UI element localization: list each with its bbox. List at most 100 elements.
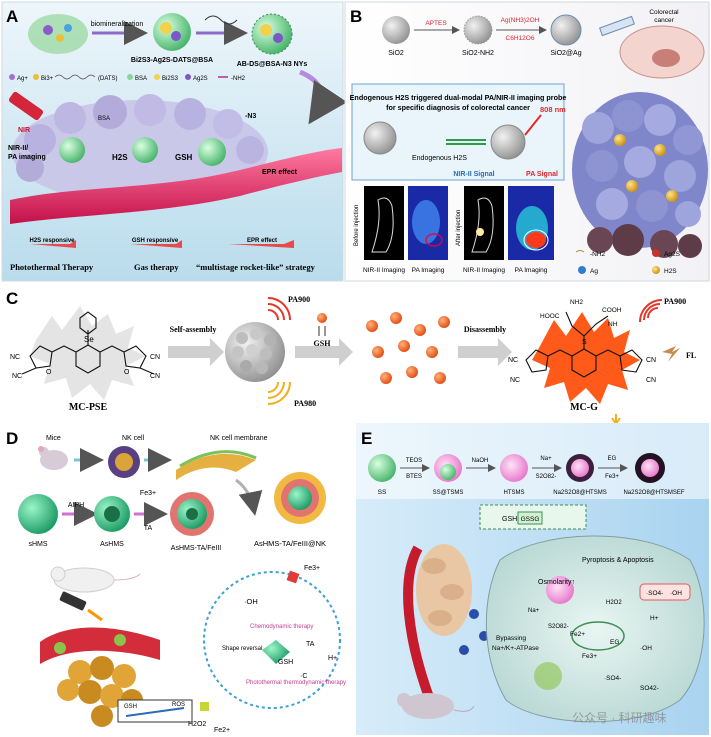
d-laser xyxy=(59,591,87,611)
a-legend-ag: Ag+ xyxy=(17,76,28,82)
c-mc-pse-structure xyxy=(21,311,155,375)
c-pa980-wave-1 xyxy=(267,381,291,405)
c-fl-label: FL xyxy=(686,351,696,360)
c-nc2-left-label: NC xyxy=(508,357,518,364)
d-mice-label: Mice xyxy=(46,435,61,442)
e-oh2-label: ·OH xyxy=(640,645,652,652)
d-fe2-label: Fe2+ xyxy=(214,727,230,734)
c-arrow-gsh xyxy=(295,338,353,366)
e-so4b-label: ·SO4- xyxy=(604,675,621,682)
c-starburst-right xyxy=(532,312,640,404)
e-hplus-label: H+ xyxy=(650,615,659,622)
c-pa900b-label: PA900 xyxy=(664,297,686,306)
a-legend: Ag+ Bi3+ (DATS) BSA Bi2S3 Ag2S -NH2 xyxy=(9,74,246,82)
c-hooc-label: HOOC xyxy=(540,313,560,320)
d-fe3-label: Fe3+ xyxy=(140,490,156,497)
d-shms-particle xyxy=(18,494,58,534)
b-endo-label: Endogenous H2S xyxy=(412,155,467,162)
e-so4-label: ·SO4- xyxy=(646,590,663,597)
d-oh-label: ·OH xyxy=(244,597,258,606)
e-bypass-label: Bypassing xyxy=(496,635,526,642)
b-tumor-tissue xyxy=(572,92,708,258)
d-ashms-label: AsHMS xyxy=(100,541,124,548)
c-pa980a-label: PA980 xyxy=(294,399,316,408)
b-img2-label: PA Imaging xyxy=(412,267,445,274)
e-tumor xyxy=(416,544,472,636)
e-s2o8-label: S2O82- xyxy=(536,474,557,480)
panel-d: D Mice NK cell NK cell membrane sHMS AIP… xyxy=(2,423,354,735)
a-epr-label: EPR effect xyxy=(262,169,298,176)
b-syringe xyxy=(599,15,635,37)
b-s2-label: SiO2-NH2 xyxy=(462,50,494,57)
d-shms-label: sHMS xyxy=(28,541,47,548)
c-released-balls xyxy=(366,312,450,384)
a-laser xyxy=(8,91,44,121)
b-wave-label: 808 nm xyxy=(540,105,566,114)
e-fe3-label: Fe3+ xyxy=(605,474,619,480)
c-gsh-bead xyxy=(317,313,327,323)
e-p2-label: HTSMS xyxy=(504,490,525,496)
c-pa900a-label: PA900 xyxy=(288,295,310,304)
a-gsh-label: GSH xyxy=(175,153,193,162)
a-np-in-tumor-2 xyxy=(132,137,158,163)
b-a2a-label: Ag(NH3)2OH xyxy=(501,17,540,24)
panel-c-letter: C xyxy=(6,289,18,308)
e-mouse xyxy=(397,693,475,719)
e-so42-label: SO42- xyxy=(640,685,659,692)
a-np-ab-ds xyxy=(251,13,293,55)
b-leg-ag: Ag xyxy=(590,268,598,275)
c-cn-right2-label: CN xyxy=(150,373,160,380)
a-arrow2-label: GSH responsive xyxy=(132,238,179,244)
b-s3-label: SiO2@Ag xyxy=(550,50,581,57)
c-nc2-left2-label: NC xyxy=(510,377,520,384)
b-sio2-ag-particle xyxy=(550,14,582,46)
b-leg-nh2: -NH2 xyxy=(590,251,606,258)
a-rocket-2: GSH responsive xyxy=(130,238,182,248)
e-na-label: Na+ xyxy=(540,456,552,462)
e-ss-particle xyxy=(368,454,396,482)
d-ta-label: TA xyxy=(144,525,153,532)
c-self-label: Self-assembly xyxy=(170,325,217,334)
b-legend: -NH2 Ag2S Ag H2S xyxy=(575,249,681,275)
b-img4-label: PA Imaging xyxy=(515,267,548,274)
e-htsms-particle xyxy=(500,454,528,482)
a-biomineralization-label: biomineralization xyxy=(91,21,144,28)
d-h2o2-label: H2O2 xyxy=(188,721,206,728)
c-nc-left-label: NC xyxy=(10,354,20,361)
e-blood-vessel xyxy=(403,545,435,702)
a-therapy1-label: Photothermal Therapy xyxy=(10,262,94,272)
b-organ-label: Colorectal cancer xyxy=(649,9,679,24)
a-h2s-label: H2S xyxy=(112,153,128,162)
c-pa900-wave-1 xyxy=(267,297,291,321)
e-gssg-label: GSSG xyxy=(521,516,540,523)
d-nkm-label: NK cell membrane xyxy=(210,435,268,442)
c-mc-g-structure xyxy=(525,311,643,378)
a-legend-bsa: BSA xyxy=(135,76,147,82)
a-np-in-tumor-3 xyxy=(198,138,226,166)
b-nir-signal-label: NIR-II Signal xyxy=(453,171,494,178)
e-h2o2-label: H2O2 xyxy=(606,600,622,606)
e-np-in-cell xyxy=(546,576,574,604)
e-osm-label: Osmolarity↑ xyxy=(538,579,575,586)
a-arrow3-label: EPR effect xyxy=(247,238,277,244)
d-nk-label: NK cell xyxy=(122,435,145,442)
panel-c: C Se NC NC CN CN O O MC-PSE Self-assembl… xyxy=(2,283,709,426)
d-cdot-label: ·C xyxy=(300,673,307,680)
b-title2: for specific diagnosis of colorectal can… xyxy=(386,103,530,112)
c-mc-pse-label: MC-PSE xyxy=(69,402,108,413)
a-n3-label: -N3 xyxy=(245,113,256,120)
b-img1-label: NIR-II Imaging xyxy=(363,267,405,274)
b-activated-np xyxy=(490,124,526,160)
b-img3-label: NIR-II Imaging xyxy=(463,267,505,274)
a-np1-label: Bi2S3-Ag2S-DATS@BSA xyxy=(131,57,213,64)
a-np2-label: AB-DS@BSA-N3 NYs xyxy=(237,61,308,68)
c-o-left-label: O xyxy=(46,369,52,376)
e-ss-label: SS xyxy=(378,489,387,496)
e-na-in-cell: Na+ xyxy=(528,608,540,614)
a-bsa-label: BSA xyxy=(98,116,110,122)
panel-b-letter: B xyxy=(350,7,362,26)
a-np-in-tumor-1 xyxy=(59,137,85,163)
b-sio2-particle xyxy=(382,16,410,44)
